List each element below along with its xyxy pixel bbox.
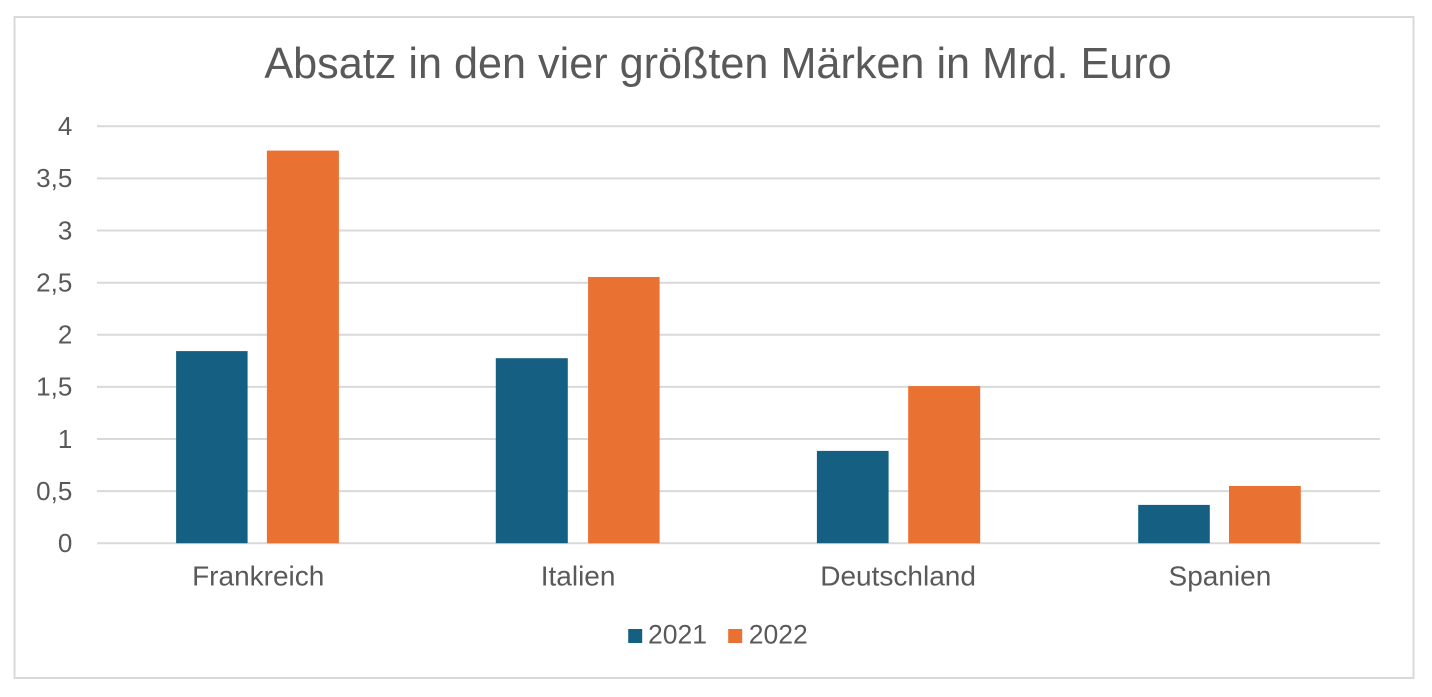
svg-text:1,5: 1,5 xyxy=(36,372,72,402)
svg-text:Absatz in den vier größten Mär: Absatz in den vier größten Märken in Mrd… xyxy=(264,40,1171,88)
svg-text:3: 3 xyxy=(58,215,72,245)
svg-text:2022: 2022 xyxy=(749,620,808,650)
svg-text:Spanien: Spanien xyxy=(1169,560,1272,591)
svg-text:2: 2 xyxy=(58,320,72,350)
svg-text:Deutschland: Deutschland xyxy=(820,560,976,591)
svg-text:2021: 2021 xyxy=(648,620,707,650)
svg-text:4: 4 xyxy=(58,111,72,141)
svg-text:Italien: Italien xyxy=(541,560,616,591)
svg-text:1: 1 xyxy=(58,424,72,454)
svg-text:0: 0 xyxy=(58,528,72,558)
svg-text:Frankreich: Frankreich xyxy=(192,560,324,591)
svg-text:2,5: 2,5 xyxy=(36,268,72,298)
svg-text:3,5: 3,5 xyxy=(36,163,72,193)
svg-text:0,5: 0,5 xyxy=(36,476,72,506)
